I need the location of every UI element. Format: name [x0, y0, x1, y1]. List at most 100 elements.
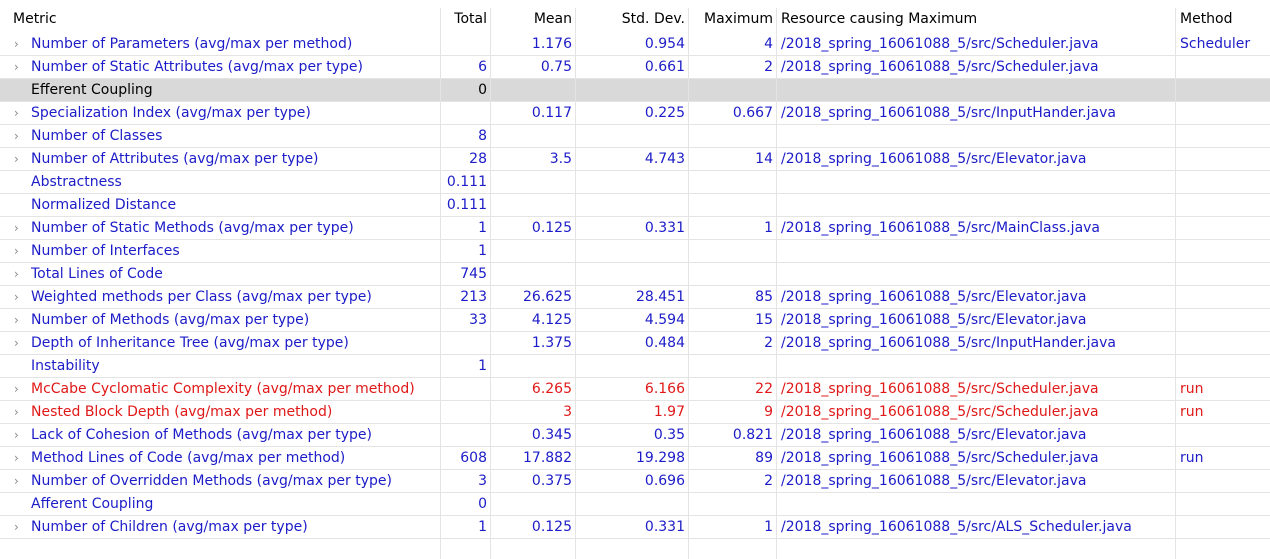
table-row[interactable]: › Number of Children (avg/max per type) 1 0…	[0, 516, 1270, 539]
row-divider	[0, 331, 1270, 332]
column-header-metric[interactable]: Metric	[13, 11, 57, 27]
chevron-right-icon[interactable]: ›	[14, 520, 19, 534]
table-row[interactable]: › Number of Parameters (avg/max per metho…	[0, 33, 1270, 56]
total-cell: 1	[478, 243, 487, 259]
method-cell: run	[1180, 450, 1204, 466]
method-cell	[1175, 470, 1270, 493]
metric-label: Depth of Inheritance Tree (avg/max per t…	[31, 335, 349, 351]
column-header-std-dev[interactable]: Std. Dev.	[621, 11, 685, 27]
resource-cell: /2018_spring_16061088_5/src/Elevator.jav…	[781, 151, 1087, 167]
chevron-right-icon[interactable]: ›	[14, 405, 19, 419]
total-cell	[440, 332, 490, 355]
table-row[interactable]: › Number of Interfaces 1	[0, 240, 1270, 263]
table-row[interactable]: Normalized Distance 0.111	[0, 194, 1270, 217]
table-row[interactable]: Abstractness 0.111	[0, 171, 1270, 194]
resource-cell: /2018_spring_16061088_5/src/Elevator.jav…	[781, 427, 1087, 443]
mean-cell: 17.882	[523, 450, 572, 466]
table-row[interactable]: › Number of Classes 8	[0, 125, 1270, 148]
metric-label: Efferent Coupling	[31, 82, 153, 98]
chevron-right-icon[interactable]: ›	[14, 244, 19, 258]
total-cell: 0	[478, 496, 487, 512]
metric-cell: › Nested Block Depth (avg/max per method)	[0, 401, 440, 424]
resource-cell	[776, 240, 1175, 263]
table-row[interactable]: › Method Lines of Code (avg/max per metho…	[0, 447, 1270, 470]
resource-cell: /2018_spring_16061088_5/src/Elevator.jav…	[781, 312, 1087, 328]
table-row[interactable]: Instability 1	[0, 355, 1270, 378]
std-dev-cell: 1.97	[653, 404, 685, 420]
table-row[interactable]: › Total Lines of Code 745	[0, 263, 1270, 286]
mean-cell	[490, 194, 575, 217]
metric-cell: › Depth of Inheritance Tree (avg/max per …	[0, 332, 440, 355]
row-divider	[0, 55, 1270, 56]
total-cell: 0	[478, 82, 487, 98]
method-cell	[1175, 102, 1270, 125]
table-row[interactable]: › Lack of Cohesion of Methods (avg/max pe…	[0, 424, 1270, 447]
table-row[interactable]: Efferent Coupling 0	[0, 79, 1270, 102]
std-dev-cell	[575, 79, 688, 102]
table-row[interactable]: › Number of Static Attributes (avg/max pe…	[0, 56, 1270, 79]
metric-label: Specialization Index (avg/max per type)	[31, 105, 311, 121]
row-divider	[0, 262, 1270, 263]
table-row[interactable]: › Depth of Inheritance Tree (avg/max per …	[0, 332, 1270, 355]
resource-cell: /2018_spring_16061088_5/src/ALS_Schedule…	[781, 519, 1132, 535]
chevron-right-icon[interactable]: ›	[14, 106, 19, 120]
method-cell	[1175, 125, 1270, 148]
metric-label: Number of Static Attributes (avg/max per…	[31, 59, 364, 75]
table-row[interactable]: › Number of Static Methods (avg/max per t…	[0, 217, 1270, 240]
row-divider	[0, 216, 1270, 217]
column-header-method[interactable]: Method	[1180, 11, 1233, 27]
table-row[interactable]: Afferent Coupling 0	[0, 493, 1270, 516]
chevron-right-icon[interactable]: ›	[14, 221, 19, 235]
std-dev-cell: 19.298	[636, 450, 685, 466]
table-row[interactable]: › Weighted methods per Class (avg/max per…	[0, 286, 1270, 309]
std-dev-cell	[575, 125, 688, 148]
chevron-right-icon[interactable]: ›	[14, 382, 19, 396]
column-header-total[interactable]: Total	[454, 11, 487, 27]
chevron-right-icon[interactable]: ›	[14, 336, 19, 350]
metric-cell: › Number of Methods (avg/max per type)	[0, 309, 440, 332]
chevron-right-icon[interactable]: ›	[14, 60, 19, 74]
column-header-mean[interactable]: Mean	[533, 11, 572, 27]
std-dev-cell: 6.166	[644, 381, 685, 397]
resource-cell: /2018_spring_16061088_5/src/Scheduler.ja…	[781, 404, 1099, 420]
metric-cell: Efferent Coupling	[0, 79, 440, 102]
chevron-right-icon[interactable]: ›	[14, 428, 19, 442]
std-dev-cell	[575, 263, 688, 286]
chevron-right-icon[interactable]: ›	[14, 451, 19, 465]
metric-label: Normalized Distance	[31, 197, 177, 213]
row-divider	[0, 193, 1270, 194]
chevron-right-icon[interactable]: ›	[14, 129, 19, 143]
chevron-right-icon[interactable]: ›	[14, 267, 19, 281]
chevron-right-icon[interactable]: ›	[14, 37, 19, 51]
chevron-right-icon[interactable]: ›	[14, 474, 19, 488]
table-row[interactable]: › Number of Methods (avg/max per type) 33 4…	[0, 309, 1270, 332]
metric-label: Number of Overridden Methods (avg/max pe…	[31, 473, 392, 489]
maximum-cell	[688, 240, 776, 263]
metric-label: Lack of Cohesion of Methods (avg/max per…	[31, 427, 372, 443]
total-cell	[440, 102, 490, 125]
row-divider	[0, 239, 1270, 240]
table-row[interactable]: › Number of Overridden Methods (avg/max p…	[0, 470, 1270, 493]
table-row[interactable]: › Nested Block Depth (avg/max per method)…	[0, 401, 1270, 424]
maximum-cell	[688, 125, 776, 148]
chevron-right-icon[interactable]: ›	[14, 152, 19, 166]
std-dev-cell: 0.484	[644, 335, 685, 351]
metric-cell: › Number of Static Attributes (avg/max pe…	[0, 56, 440, 79]
table-row[interactable]: › Number of Attributes (avg/max per type)…	[0, 148, 1270, 171]
column-header-resource[interactable]: Resource causing Maximum	[781, 11, 978, 27]
resource-cell: /2018_spring_16061088_5/src/Scheduler.ja…	[781, 59, 1099, 75]
total-cell: 33	[469, 312, 487, 328]
resource-cell	[776, 79, 1175, 102]
chevron-right-icon[interactable]: ›	[14, 290, 19, 304]
metric-label: Number of Static Methods (avg/max per ty…	[31, 220, 354, 236]
method-cell	[1175, 79, 1270, 102]
maximum-cell: 4	[764, 36, 773, 52]
chevron-right-icon[interactable]: ›	[14, 313, 19, 327]
method-cell	[1175, 148, 1270, 171]
column-header-maximum[interactable]: Maximum	[704, 11, 773, 27]
method-cell	[1175, 240, 1270, 263]
method-cell	[1175, 56, 1270, 79]
table-row[interactable]: › Specialization Index (avg/max per type)…	[0, 102, 1270, 125]
method-cell	[1175, 309, 1270, 332]
table-row[interactable]: › McCabe Cyclomatic Complexity (avg/max p…	[0, 378, 1270, 401]
